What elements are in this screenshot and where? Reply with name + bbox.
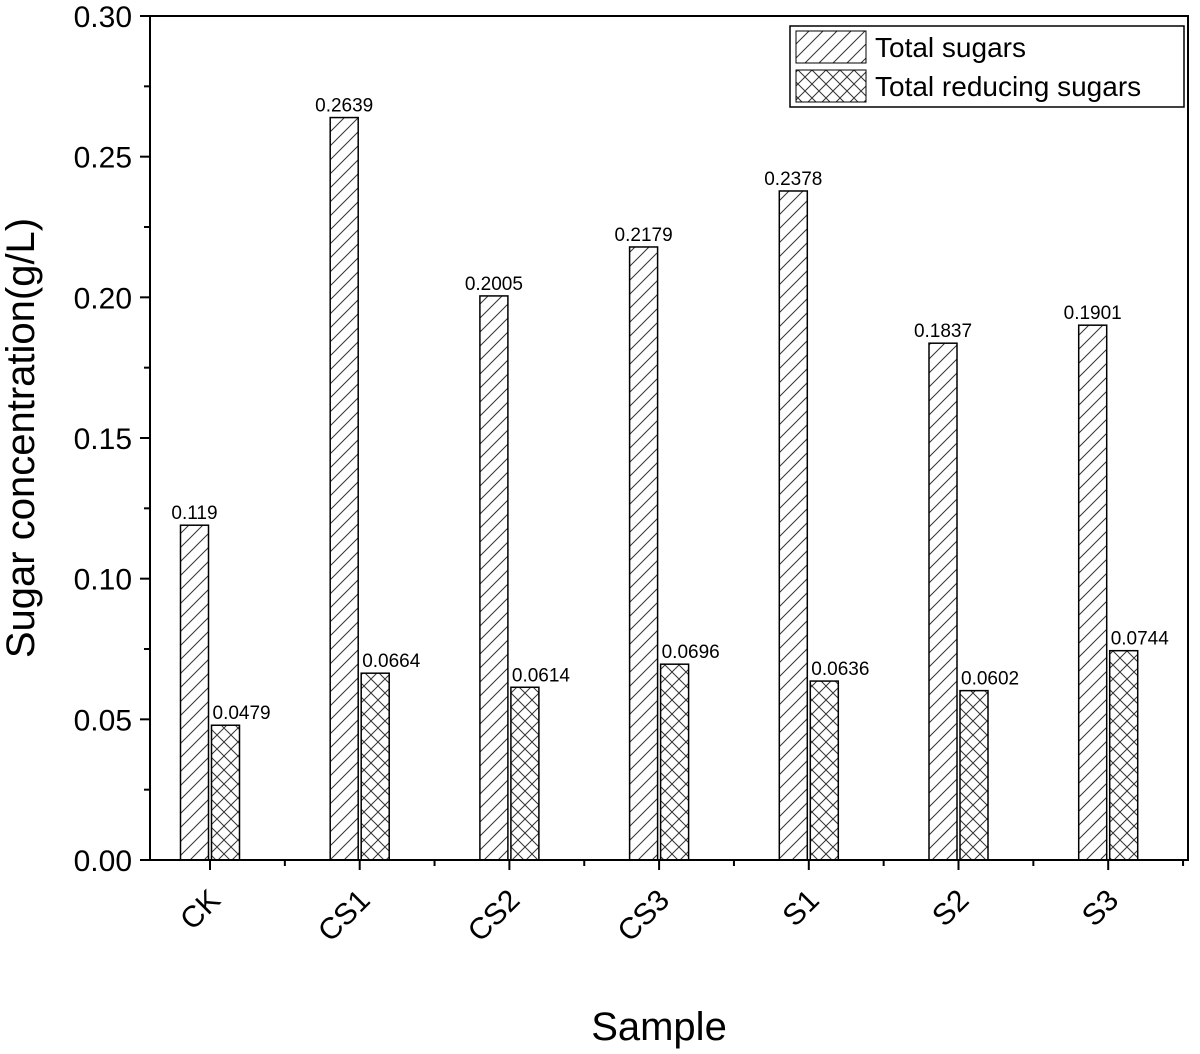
y-tick-label: 0.30 xyxy=(74,1,132,34)
bars-layer xyxy=(179,116,1139,861)
y-tick-label: 0.15 xyxy=(74,423,132,456)
y-tick-label: 0.05 xyxy=(74,704,132,737)
x-tick-label-cs1: CS1 xyxy=(312,884,377,949)
bar-total-reducing-sugars-s1 xyxy=(809,680,840,861)
bar-total-sugars-s3 xyxy=(1077,324,1108,861)
x-tick-label-ck: CK xyxy=(174,884,227,937)
data-label-total-sugars-s3: 0.1901 xyxy=(1064,303,1122,324)
data-label-total-reducing-sugars-cs3: 0.0696 xyxy=(662,642,720,663)
y-tick-label: 0.00 xyxy=(74,845,132,878)
data-label-total-reducing-sugars-s3: 0.0744 xyxy=(1111,629,1170,650)
legend-label-total-reducing-sugars: Total reducing sugars xyxy=(875,71,1141,102)
data-label-total-reducing-sugars-ck: 0.0479 xyxy=(213,703,271,724)
bar-total-sugars-cs3 xyxy=(628,246,659,861)
data-label-total-sugars-ck: 0.119 xyxy=(171,503,217,524)
bar-total-reducing-sugars-cs1 xyxy=(360,672,390,861)
bar-total-sugars-s2 xyxy=(928,342,958,861)
x-tick-label-s2: S2 xyxy=(926,884,975,933)
legend-swatch-total-reducing-sugars xyxy=(795,69,867,103)
y-axis: 0.00 0.05 0.10 0.15 0.20 0.25 0.30 xyxy=(74,1,150,878)
bar-total-reducing-sugars-cs3 xyxy=(659,663,690,861)
y-axis-title: Sugar concentration(g/L) xyxy=(0,218,43,658)
data-label-total-reducing-sugars-cs1: 0.0664 xyxy=(362,651,421,672)
legend-label-total-sugars: Total sugars xyxy=(875,32,1026,63)
x-axis: CK CS1 CS2 CS3 S1 S2 S3 xyxy=(174,860,1185,949)
data-label-total-sugars-cs1: 0.2639 xyxy=(315,96,373,117)
x-tick-label-cs2: CS2 xyxy=(462,884,527,949)
data-label-total-reducing-sugars-cs2: 0.0614 xyxy=(512,665,571,686)
bar-total-reducing-sugars-ck xyxy=(210,724,241,861)
bar-total-reducing-sugars-s3 xyxy=(1108,649,1139,861)
y-tick-label: 0.25 xyxy=(74,142,132,175)
data-labels-layer: 0.119 0.0479 0.2639 0.0664 0.2005 0.0614 0.217… xyxy=(171,96,1169,725)
x-tick-label-cs3: CS3 xyxy=(611,884,676,949)
y-tick-label: 0.20 xyxy=(74,282,132,315)
bar-total-reducing-sugars-cs2 xyxy=(510,686,540,861)
bar-total-sugars-ck xyxy=(179,524,210,861)
data-label-total-reducing-sugars-s1: 0.0636 xyxy=(811,659,869,680)
data-label-total-sugars-cs3: 0.2179 xyxy=(615,225,673,246)
x-tick-label-s3: S3 xyxy=(1076,884,1125,933)
data-label-total-sugars-s2: 0.1837 xyxy=(914,321,972,342)
bar-total-reducing-sugars-s2 xyxy=(959,689,989,861)
y-tick-label: 0.10 xyxy=(74,564,132,597)
x-tick-label-s1: S1 xyxy=(776,884,825,933)
legend-swatch-total-sugars xyxy=(795,30,867,64)
data-label-total-sugars-s1: 0.2378 xyxy=(764,169,822,190)
legend: Total sugars Total reducing sugars xyxy=(789,25,1185,108)
bar-total-sugars-cs2 xyxy=(479,295,509,861)
data-label-total-reducing-sugars-s2: 0.0602 xyxy=(961,669,1019,690)
data-label-total-sugars-cs2: 0.2005 xyxy=(465,274,523,295)
bar-total-sugars-cs1 xyxy=(329,116,359,861)
x-axis-title: Sample xyxy=(591,1005,727,1049)
bar-total-sugars-s1 xyxy=(778,190,809,861)
